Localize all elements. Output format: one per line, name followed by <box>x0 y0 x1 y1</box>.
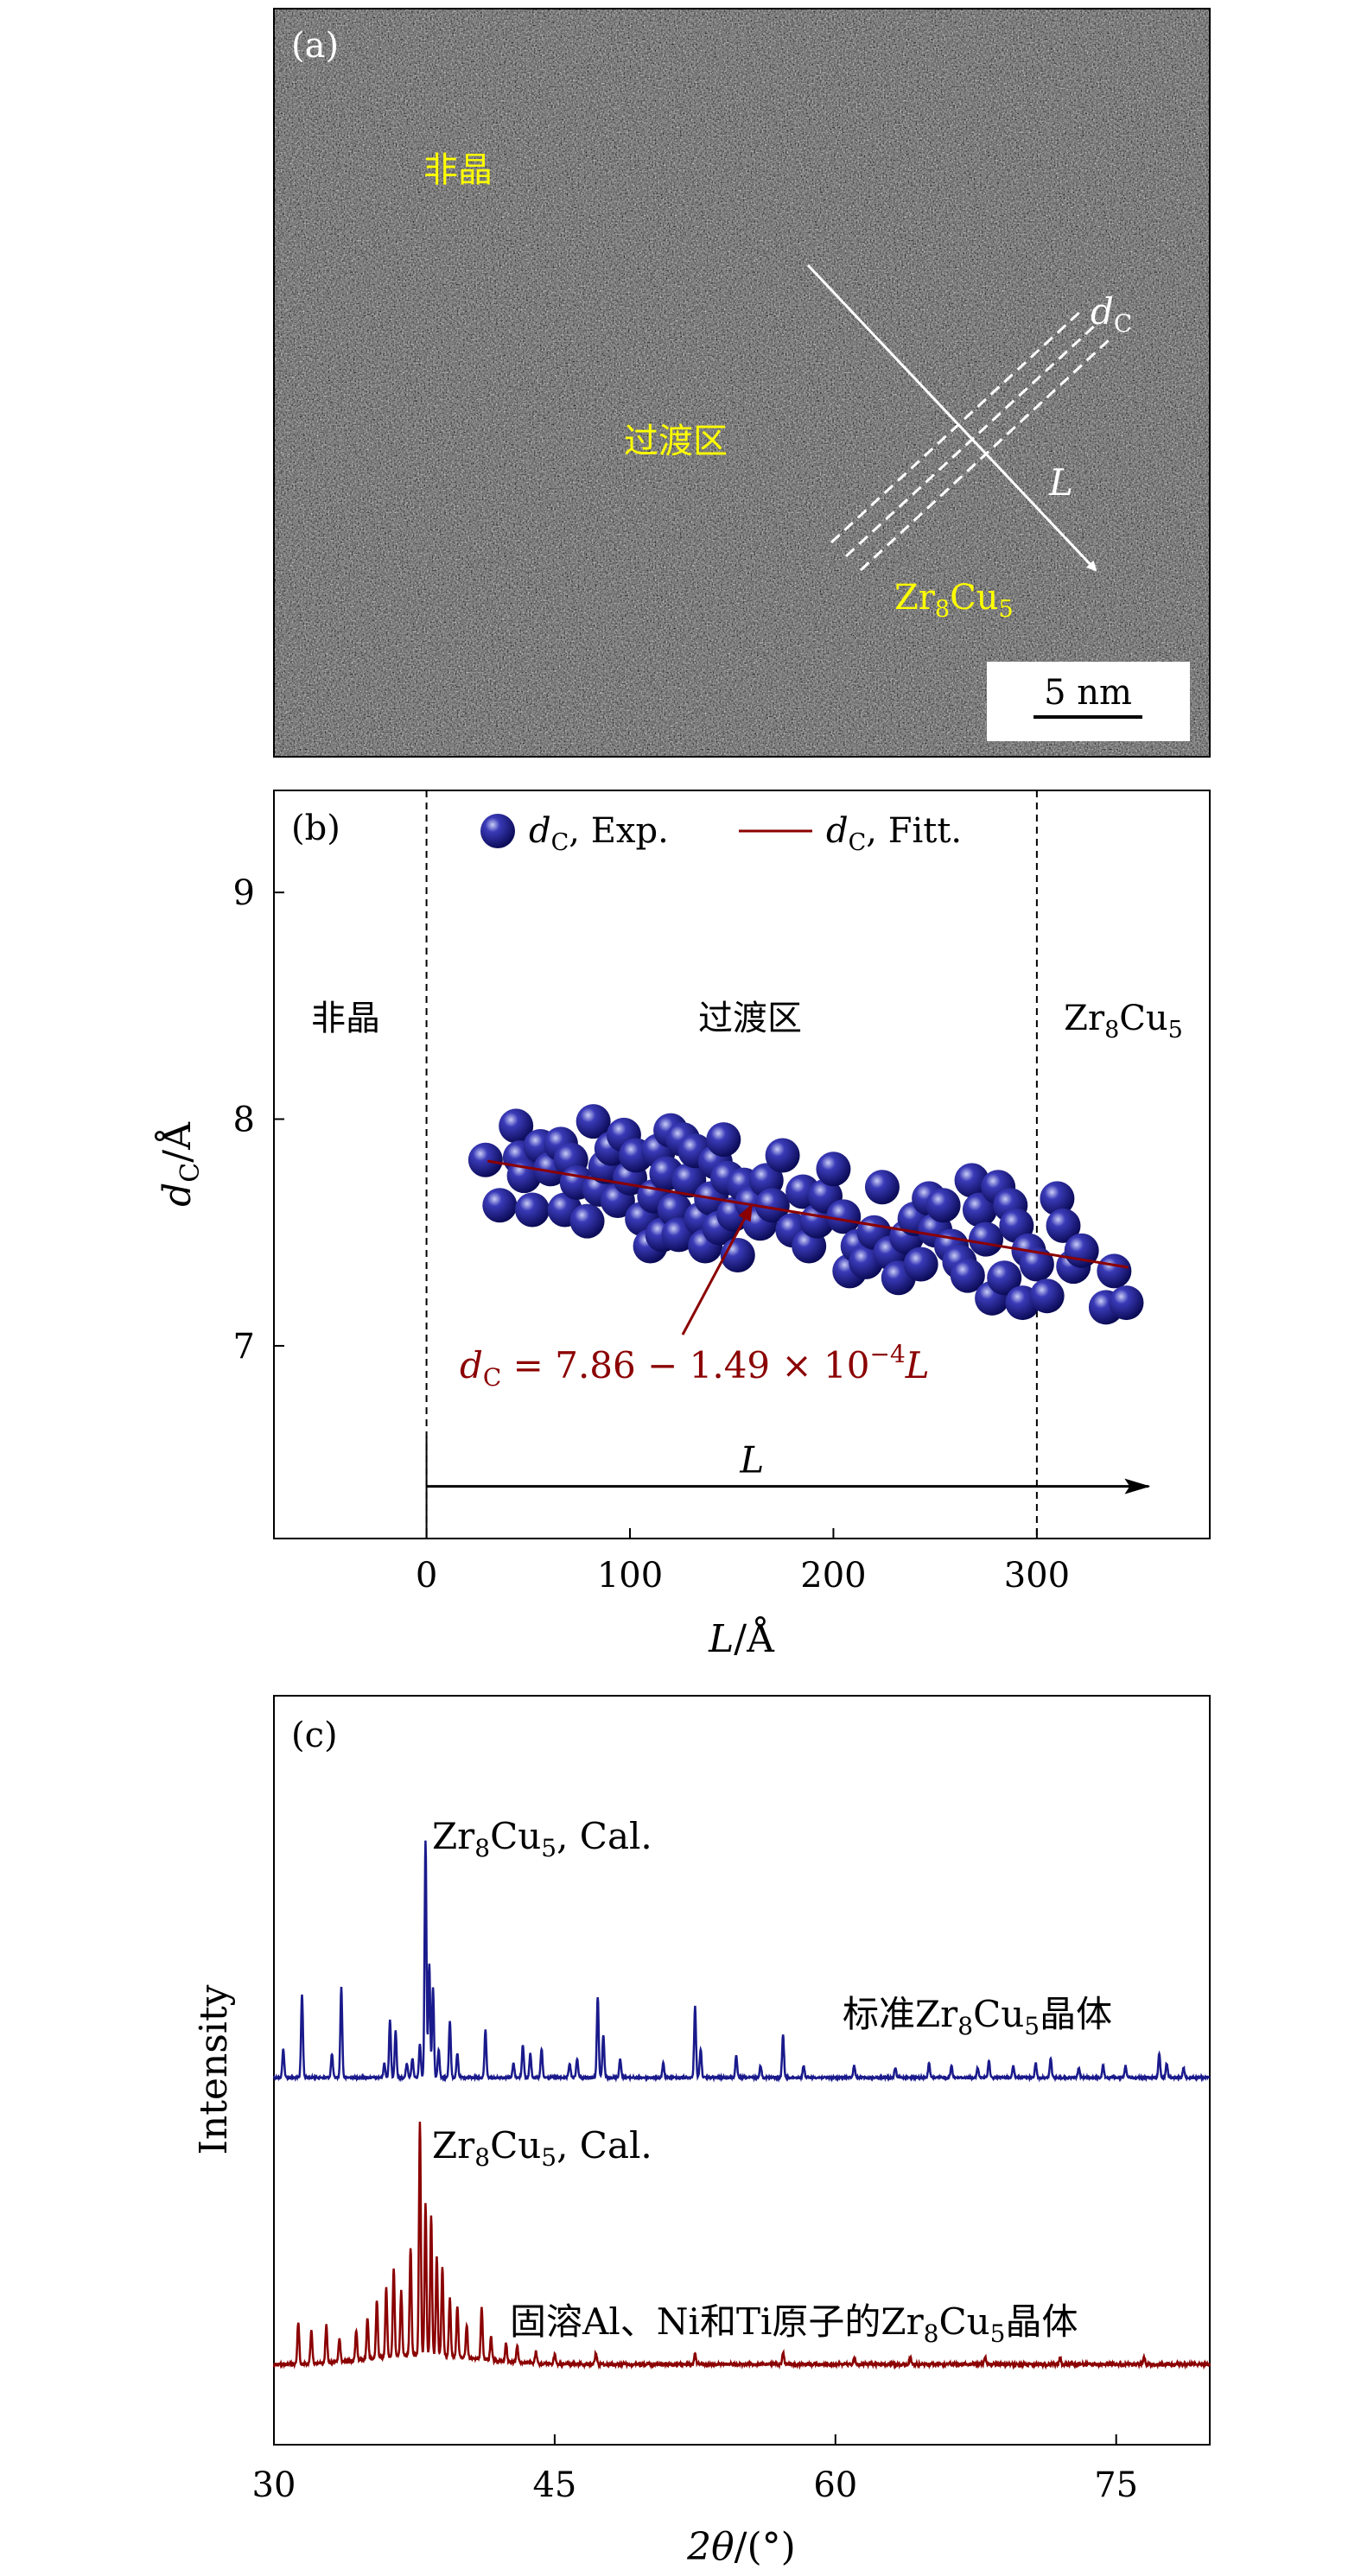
dc-label-a: dC <box>1091 290 1132 338</box>
length-arrow-label: L <box>739 1439 764 1482</box>
x-axis-label-b: L/Å <box>708 1615 775 1661</box>
fit-equation: dC = 7.86 − 1.49 × 10−4L <box>460 1340 930 1392</box>
data-point <box>1097 1253 1132 1289</box>
x-axis-label-c: 2θ/(°) <box>686 2525 796 2569</box>
data-point <box>864 1170 900 1205</box>
panel-b: (b) 0 100 200 300 7 8 9 dC, Exp. dC, Fitt. 非晶… <box>154 790 1211 1661</box>
data-point <box>925 1188 961 1223</box>
data-point <box>499 1108 534 1144</box>
data-point <box>754 1188 790 1223</box>
data-point <box>569 1203 605 1239</box>
y-tick-label-b: 7 <box>233 1327 255 1367</box>
x-tick-label-c: 60 <box>813 2465 857 2505</box>
x-tick-label-b: 200 <box>800 1556 866 1596</box>
data-point <box>515 1192 550 1228</box>
x-ticks-b: 0 100 200 300 <box>416 1528 1070 1596</box>
xrd-pattern-standard <box>272 1840 1211 2083</box>
data-point <box>706 1122 741 1158</box>
data-point <box>816 1152 851 1187</box>
scale-bar-text: 5 nm <box>1044 673 1132 713</box>
data-point <box>765 1138 800 1173</box>
data-point <box>826 1199 862 1234</box>
panel-b-label: (b) <box>291 809 340 848</box>
legend-exp-marker <box>480 814 515 848</box>
data-point <box>576 1104 611 1139</box>
y-tick-label-b: 8 <box>233 1101 255 1140</box>
equation-pointer <box>681 1203 754 1336</box>
x-tick-label-b: 100 <box>597 1556 663 1596</box>
crystal-region-label: Zr8Cu5 <box>1064 999 1183 1044</box>
x-tick-label-c: 45 <box>532 2465 576 2505</box>
data-point <box>506 1158 542 1194</box>
micrograph-frame <box>273 8 1211 758</box>
data-point <box>1040 1181 1075 1216</box>
scale-bar-box <box>987 662 1190 741</box>
panel-a: (a) 非晶 过渡区 Zr8Cu5 dC L 5 nm <box>273 8 1211 758</box>
xrd-pattern-doped <box>272 2122 1212 2370</box>
data-point <box>1109 1285 1144 1321</box>
length-arrow-a <box>806 263 1097 572</box>
x-ticks-c: 30 45 60 75 <box>252 2434 1138 2505</box>
plot-frame-b <box>273 790 1211 1539</box>
y-tick-label-b: 9 <box>233 873 255 913</box>
cal-label-doped: Zr8Cu5, Cal. <box>432 2124 652 2172</box>
data-point <box>987 1260 1022 1296</box>
x-tick-label-b: 300 <box>1004 1556 1070 1596</box>
series-label-doped: 固溶Al、Ni和Ti原子的Zr8Cu5晶体 <box>510 2300 1078 2348</box>
L-label-a: L <box>1048 461 1073 504</box>
micrograph-texture <box>274 9 1210 757</box>
legend-fit-label: dC, Fitt. <box>826 811 962 856</box>
series-label-standard: 标准Zr8Cu5晶体 <box>843 1993 1112 2040</box>
panel-c: (c) Zr8Cu5, Cal. 标准Zr8Cu5晶体 Zr8Cu5, Cal.… <box>192 1695 1212 2569</box>
data-point <box>954 1163 989 1198</box>
data-point <box>467 1142 503 1177</box>
y-ticks-b: 7 8 9 <box>233 873 284 1367</box>
data-point <box>903 1247 938 1282</box>
crystal-label-a: Zr8Cu5 <box>894 578 1014 623</box>
transition-region-label: 过渡区 <box>698 999 802 1038</box>
amorphous-label-a: 非晶 <box>423 150 493 190</box>
fit-line <box>487 1159 1129 1269</box>
data-point <box>969 1221 1004 1257</box>
legend-b: dC, Exp. dC, Fitt. <box>480 811 962 856</box>
cal-label-standard: Zr8Cu5, Cal. <box>432 1815 652 1862</box>
data-point <box>1019 1247 1054 1282</box>
amorphous-region-label: 非晶 <box>311 999 380 1038</box>
panel-c-label: (c) <box>291 1716 338 1755</box>
data-point <box>950 1258 985 1293</box>
data-point <box>482 1188 518 1223</box>
data-point <box>1029 1278 1065 1314</box>
y-axis-label-b: dC/Å <box>154 1121 206 1207</box>
data-point <box>1046 1208 1081 1243</box>
legend-exp-label: dC, Exp. <box>529 811 669 856</box>
y-axis-label-c: Intensity <box>192 1984 236 2154</box>
x-tick-label-b: 0 <box>416 1556 437 1596</box>
x-tick-label-c: 30 <box>252 2465 296 2505</box>
x-tick-label-c: 75 <box>1094 2465 1138 2505</box>
transition-label-a: 过渡区 <box>624 422 728 461</box>
panel-a-label: (a) <box>291 26 339 66</box>
